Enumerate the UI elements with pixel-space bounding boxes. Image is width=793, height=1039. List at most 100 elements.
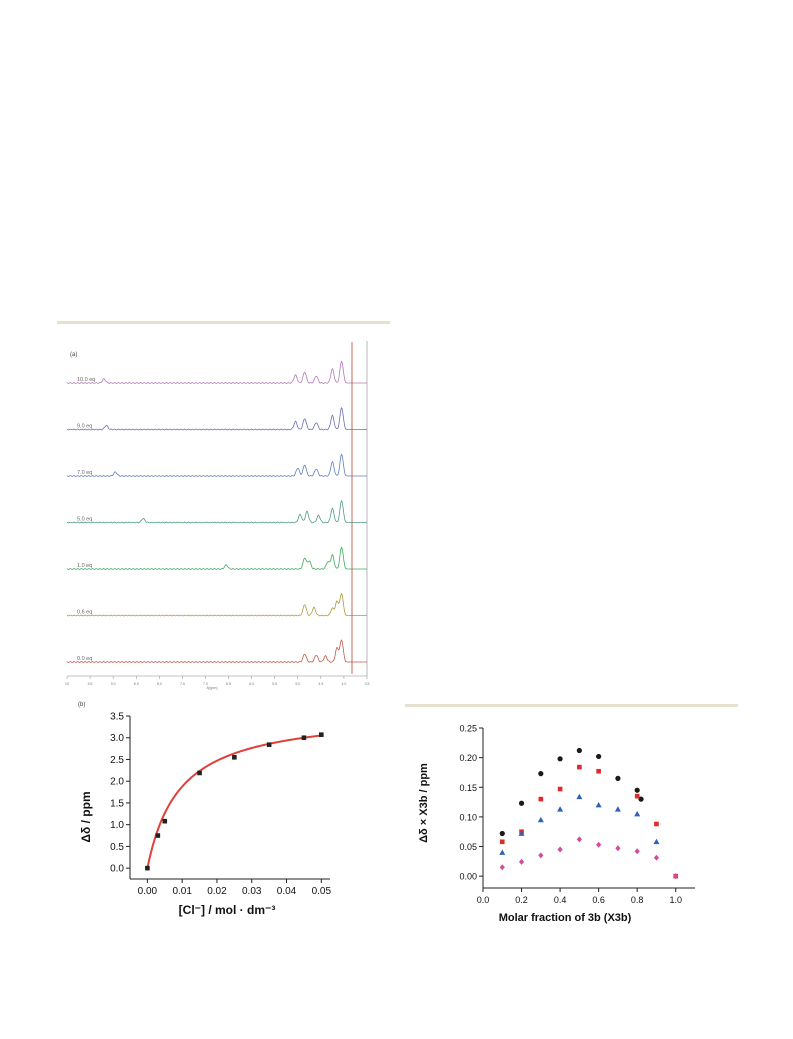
x-tick-label: 0.03 xyxy=(242,886,262,897)
x-tick-label: 0.05 xyxy=(312,886,332,897)
x-tick-label: 0.00 xyxy=(138,886,158,897)
x-tick-label: 0.04 xyxy=(277,886,297,897)
nmr-x-tick-label: 4.5 xyxy=(318,682,323,686)
job-data-point xyxy=(557,846,563,853)
titration-data-point xyxy=(232,754,237,760)
titration-data-point xyxy=(197,770,202,776)
job-data-point xyxy=(653,854,660,861)
x-tick-label: 0.01 xyxy=(172,886,192,897)
job-data-point xyxy=(499,849,506,855)
nmr-x-tick-label: 10 xyxy=(65,682,69,686)
titration-data-point xyxy=(162,818,168,824)
job-y-axis-label: Δδ × X3b / ppm xyxy=(418,763,430,843)
x-tick-label: 0.2 xyxy=(515,895,528,905)
job-data-point xyxy=(596,841,602,848)
nmr-spectra-group: 10.0 eq 9.0 eq 7.0 eq 5.0 eq 1.0 eq 0.6 eq 0.0… xyxy=(66,342,367,674)
y-tick-label: 0.10 xyxy=(459,812,477,822)
job-plot-axes: 0.00 0.05 0.10 0.15 0.20 0.25 0.0 0.2 0.4 0.6 0.8 1… xyxy=(459,724,695,905)
titration-x-axis-label: [Cl⁻] / mol · dm⁻³ xyxy=(179,903,276,917)
job-data-point xyxy=(538,796,544,802)
nmr-x-axis-label: δ(ppm) xyxy=(206,686,217,690)
y-tick-label: 0.05 xyxy=(459,842,477,852)
job-data-point xyxy=(596,753,602,760)
nmr-x-tick-label: 4.0 xyxy=(341,682,346,686)
spectrum-label: 7.0 eq xyxy=(77,470,92,476)
spectrum-label: 0.0 eq xyxy=(77,656,92,662)
titration-y-axis-label: Δδ / ppm xyxy=(79,791,93,842)
spectrum-trace xyxy=(66,453,348,477)
nmr-x-tick-label: 6.5 xyxy=(226,682,231,686)
job-plot-points xyxy=(499,747,679,880)
titration-data-point xyxy=(155,833,161,838)
job-plot-chart: 0.00 0.05 0.10 0.15 0.20 0.25 0.0 0.2 0.4 0.6 0.8 1… xyxy=(418,724,695,924)
x-tick-label: 0.02 xyxy=(207,886,227,897)
job-data-point xyxy=(634,810,641,817)
spectrum-4: 1.0 eq xyxy=(66,546,367,570)
job-data-point xyxy=(518,830,525,836)
spectrum-1: 9.0 eq xyxy=(66,407,367,431)
titration-fit-curve xyxy=(146,734,322,869)
y-tick-label: 0.20 xyxy=(459,753,477,763)
job-data-point xyxy=(615,845,621,852)
job-data-point xyxy=(576,836,582,843)
y-tick-label: 1.0 xyxy=(110,820,124,831)
job-series-diamond xyxy=(499,836,679,880)
y-tick-label: 3.5 xyxy=(110,712,124,723)
x-tick-label: 0.4 xyxy=(554,895,567,905)
job-data-point xyxy=(518,858,525,865)
job-x-axis-label: Molar fraction of 3b (X3b) xyxy=(499,912,632,924)
job-series-square xyxy=(499,764,679,879)
spectrum-trace xyxy=(66,639,348,663)
job-data-point xyxy=(518,800,525,806)
titration-data-point xyxy=(319,732,324,737)
job-data-point xyxy=(634,793,640,799)
job-data-point xyxy=(557,806,564,812)
y-tick-label: 0.25 xyxy=(459,724,477,734)
spectrum-label: 5.0 eq xyxy=(77,517,92,523)
job-data-point xyxy=(557,786,563,792)
panel-b-label: (b) xyxy=(78,702,85,708)
x-tick-label: 0.6 xyxy=(592,895,605,905)
y-tick-label: 0.5 xyxy=(110,842,124,853)
job-data-point xyxy=(615,775,621,781)
y-tick-label: 0.00 xyxy=(459,872,477,882)
job-data-point xyxy=(499,830,505,837)
nmr-x-tick-label: 6.0 xyxy=(249,682,254,686)
job-data-point xyxy=(634,848,640,855)
nmr-x-tick-label: 8.5 xyxy=(134,682,139,686)
nmr-x-tick-label: 8.0 xyxy=(157,682,162,686)
spectrum-5: 0.6 eq xyxy=(66,592,367,617)
job-data-point xyxy=(499,839,505,845)
titration-data-point xyxy=(266,742,272,747)
job-data-point xyxy=(576,793,583,800)
spectrum-label: 1.0 eq xyxy=(77,563,92,569)
job-data-point xyxy=(577,764,582,770)
y-tick-label: 3.0 xyxy=(110,733,124,744)
spectrum-trace xyxy=(66,360,348,384)
job-data-point xyxy=(538,852,544,859)
spectrum-label: 9.0 eq xyxy=(77,424,92,430)
x-tick-label: 1.0 xyxy=(669,895,682,905)
titration-chart: (b) 0.0 0.5 1.0 1.5 2.0 2.5 3.0 3.5 0.00 0.01 0.02… xyxy=(78,702,332,917)
nmr-x-tick-label: 9.0 xyxy=(111,682,116,686)
nmr-x-tick-label: 5.0 xyxy=(295,682,300,686)
spectrum-trace xyxy=(66,546,348,570)
y-tick-label: 1.5 xyxy=(110,798,124,809)
job-data-point xyxy=(595,802,602,808)
job-series-circle xyxy=(499,747,644,837)
job-data-point xyxy=(576,747,582,754)
nmr-spectra-panel: (a) 10.0 eq 9.0 eq 7.0 eq 5.0 eq 1.0 eq 0.6 e… xyxy=(65,341,369,690)
job-data-point xyxy=(537,816,544,823)
job-data-point xyxy=(557,756,563,762)
spectrum-2: 7.0 eq xyxy=(66,453,367,477)
titration-points xyxy=(145,732,324,871)
spectrum-trace xyxy=(66,500,348,524)
job-data-point xyxy=(653,838,660,845)
spectrum-3: 5.0 eq xyxy=(66,500,367,524)
nmr-x-tick-label: 7.5 xyxy=(180,682,185,686)
job-data-point xyxy=(673,873,679,880)
spectrum-label: 10.0 eq xyxy=(77,377,95,383)
job-data-point xyxy=(596,768,601,774)
titration-data-point xyxy=(301,735,307,741)
spectrum-trace xyxy=(66,407,348,431)
